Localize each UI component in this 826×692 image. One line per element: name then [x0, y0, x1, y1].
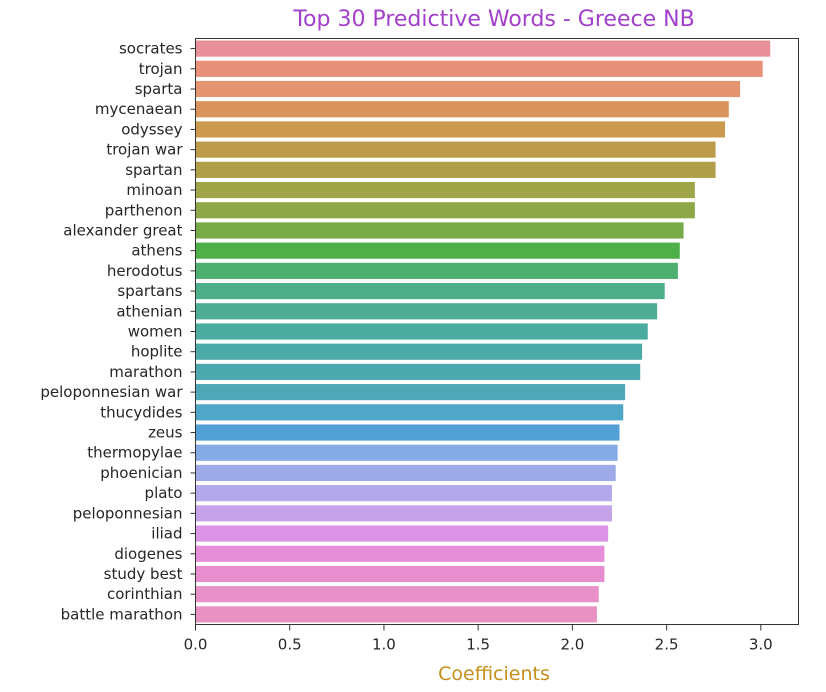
- y-tick-label: iliad: [151, 525, 182, 543]
- bar-peloponnesian-war: [195, 384, 626, 401]
- y-tick-label: study best: [104, 565, 183, 583]
- x-tick-label: 2.0: [560, 636, 584, 654]
- y-tick-label: herodotus: [107, 262, 183, 280]
- x-axis-label: Coefficients: [438, 663, 550, 685]
- bar-study-best: [195, 565, 605, 583]
- bar-thermopylae: [195, 444, 618, 461]
- x-tick-label: 1.0: [372, 636, 396, 654]
- y-tick-label: thucydides: [100, 403, 182, 421]
- y-tick-label: mycenaean: [95, 100, 183, 118]
- y-tick-label: alexander great: [63, 221, 182, 239]
- bar-alexander-great: [195, 222, 684, 239]
- y-tick-label: hoplite: [131, 343, 183, 361]
- y-tick-label: trojan: [139, 60, 183, 78]
- y-tick-label: thermopylae: [87, 444, 182, 462]
- y-tick-label: athens: [131, 242, 182, 260]
- y-tick-labels: socrates trojan sparta mycenaean odyssey troj…: [40, 40, 196, 623]
- y-tick-label: trojan war: [106, 141, 183, 159]
- y-tick-label: sparta: [135, 80, 183, 98]
- bar-spartans: [195, 283, 665, 300]
- bar-iliad: [195, 525, 609, 542]
- bar-mycenaean: [195, 101, 729, 118]
- bar-diogenes: [195, 545, 605, 562]
- x-tick-label: 3.0: [749, 636, 773, 654]
- bar-athenian: [195, 303, 658, 320]
- bar-phoenician: [195, 464, 616, 482]
- x-axis-ticks: 0.0 0.5 1.0 1.5 2.0 2.5 3.0: [184, 624, 773, 654]
- bar-battle-marathon: [195, 606, 597, 623]
- x-tick-label: 0.0: [184, 636, 208, 654]
- y-tick-label: phoenician: [100, 464, 182, 482]
- bar-socrates: [195, 40, 771, 57]
- bar-hoplite: [195, 343, 643, 360]
- x-tick-label: 2.5: [655, 636, 679, 654]
- y-tick-label: marathon: [109, 363, 182, 381]
- y-tick-label: corinthian: [107, 585, 183, 603]
- bar-thucydides: [195, 404, 624, 421]
- bar-corinthian: [195, 586, 599, 603]
- y-tick-label: zeus: [148, 424, 183, 442]
- y-tick-label: socrates: [119, 40, 183, 58]
- bar-trojan: [195, 60, 763, 77]
- y-tick-label: diogenes: [114, 545, 182, 563]
- bar-odyssey: [195, 121, 726, 138]
- bar-minoan: [195, 181, 695, 199]
- y-tick-label: battle marathon: [61, 605, 183, 623]
- y-tick-label: plato: [145, 484, 183, 502]
- x-tick-label: 0.5: [278, 636, 302, 654]
- bar-plato: [195, 485, 612, 502]
- bar-zeus: [195, 424, 620, 441]
- y-tick-label: spartans: [117, 282, 182, 300]
- y-tick-label: spartan: [125, 161, 182, 179]
- y-tick-label: peloponnesian war: [40, 383, 183, 401]
- y-tick-label: women: [128, 323, 183, 341]
- bar-athens: [195, 242, 680, 259]
- x-tick-label: 1.5: [466, 636, 490, 654]
- bar-peloponnesian: [195, 505, 612, 522]
- chart-title: Top 30 Predictive Words - Greece NB: [292, 7, 694, 32]
- y-tick-label: peloponnesian: [73, 504, 183, 522]
- y-tick-label: odyssey: [121, 120, 182, 138]
- bar-spartan: [195, 161, 716, 178]
- bar-parthenon: [195, 202, 695, 219]
- bars-layer: [195, 40, 771, 623]
- bar-marathon: [195, 363, 641, 380]
- y-tick-label: athenian: [116, 302, 182, 320]
- bar-women: [195, 323, 648, 340]
- y-tick-label: parthenon: [105, 201, 183, 219]
- bar-herodotus: [195, 262, 678, 279]
- bar-trojan-war: [195, 141, 716, 158]
- bar-sparta: [195, 80, 741, 98]
- y-tick-label: minoan: [126, 181, 182, 199]
